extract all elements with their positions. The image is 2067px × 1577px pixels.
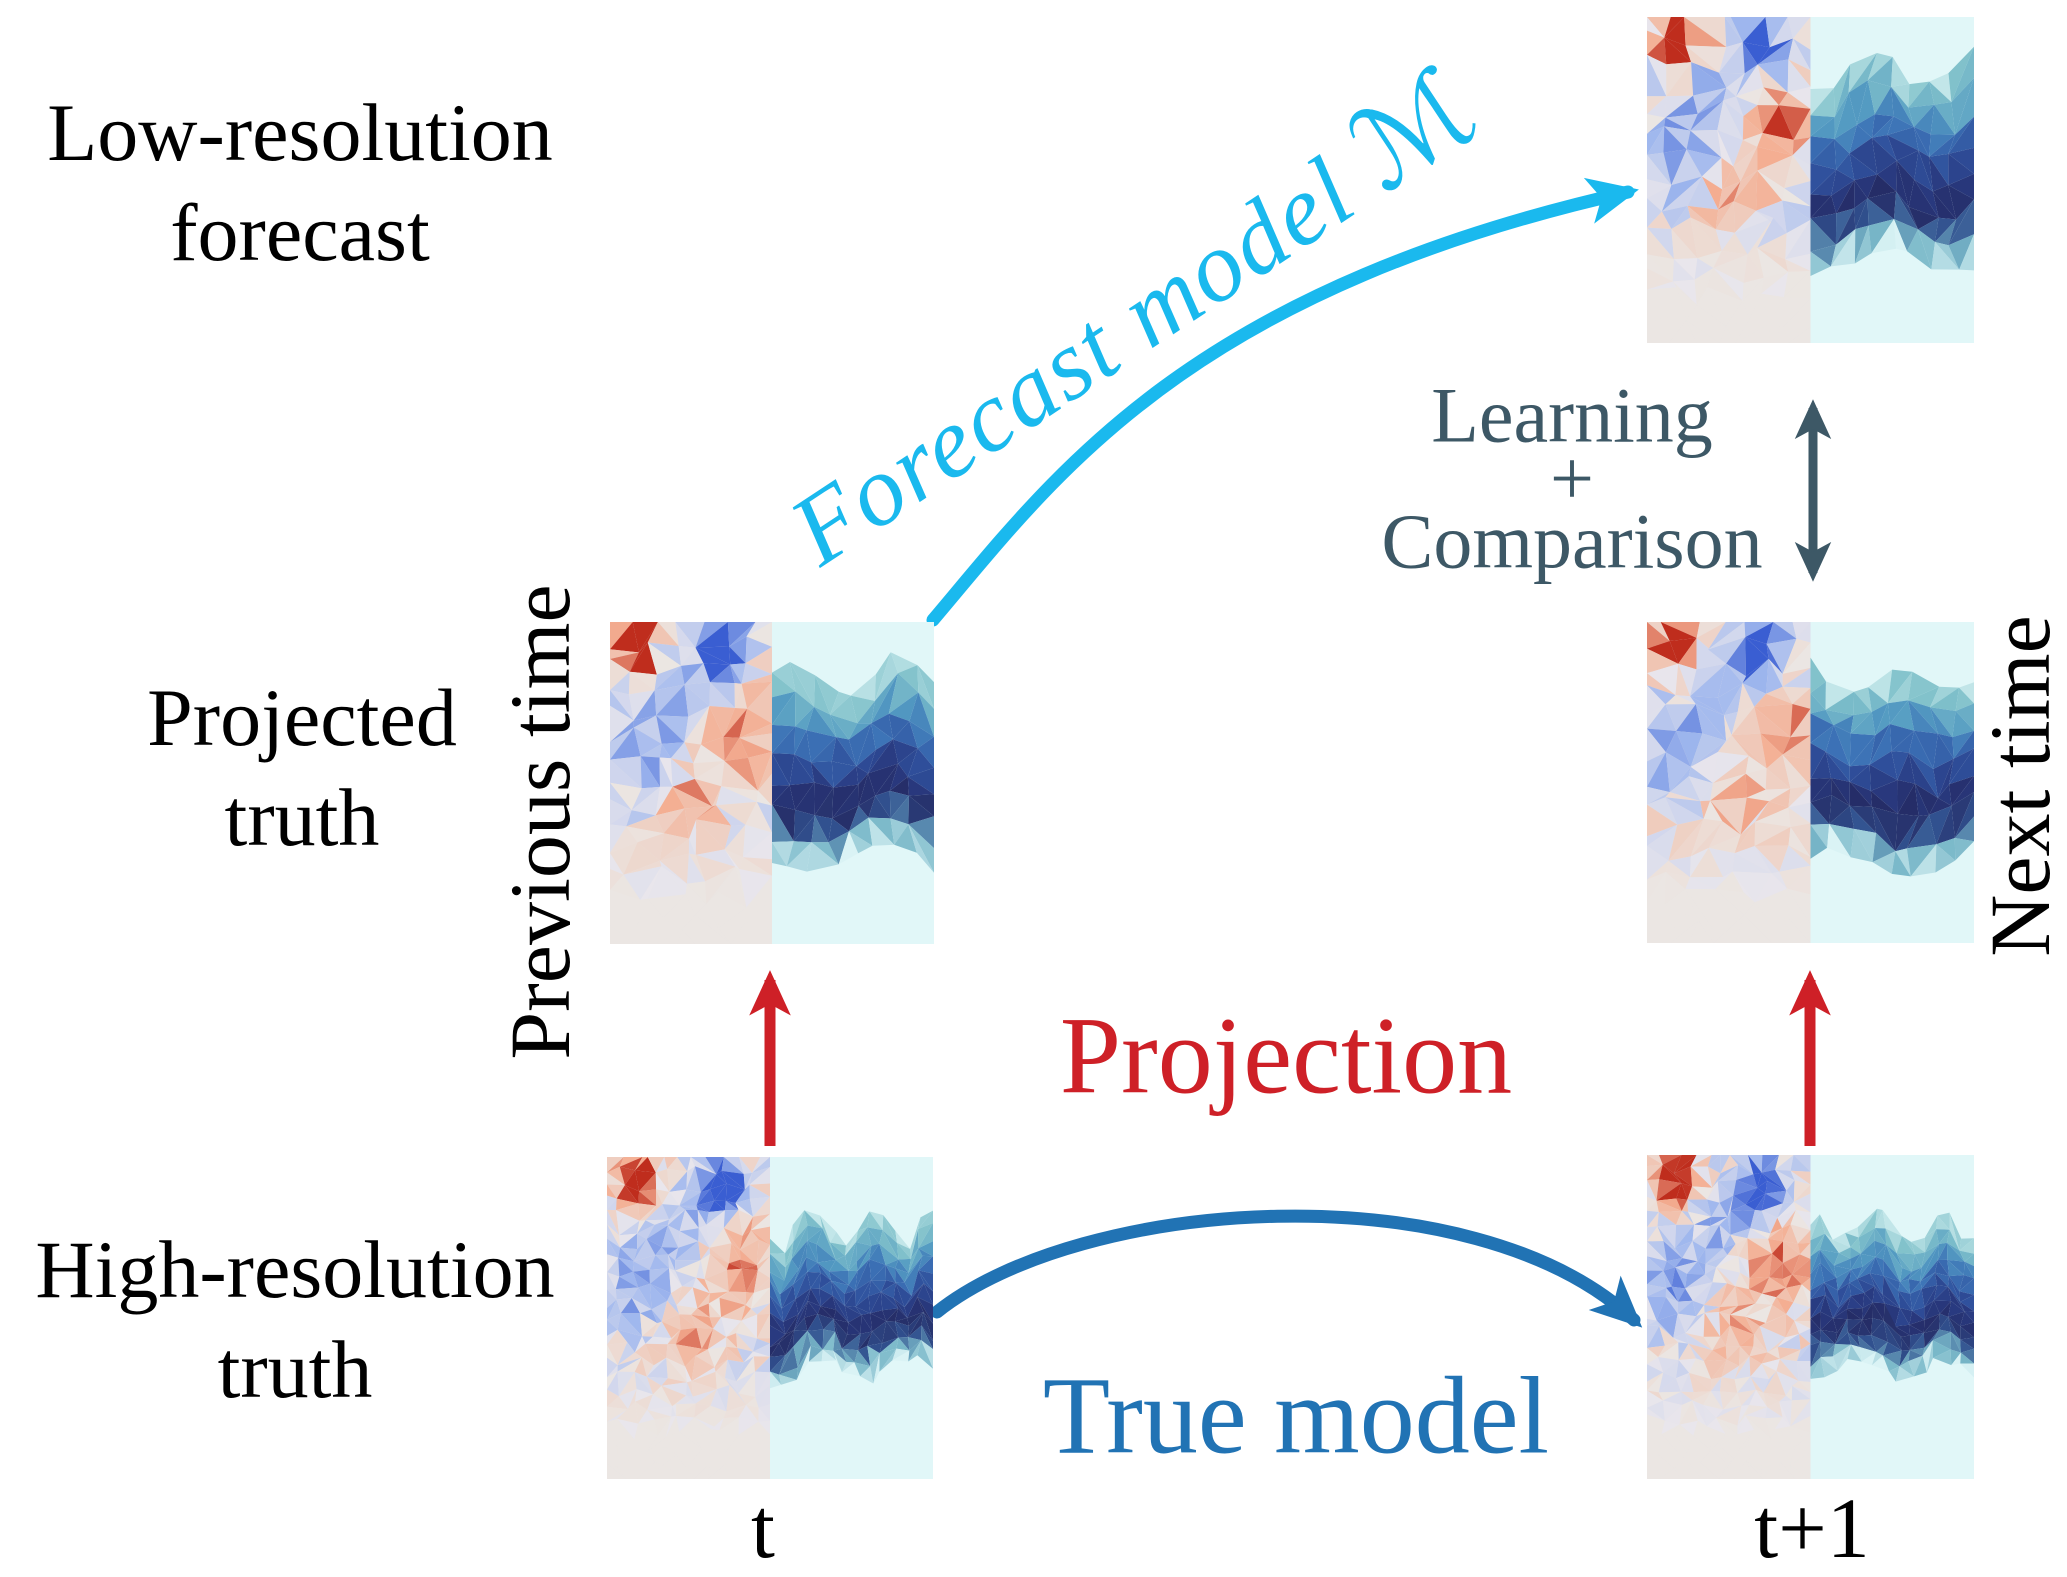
- label-previous-time: Previous time: [492, 584, 588, 1060]
- panel-low-resolution-forecast: [1647, 17, 1974, 343]
- forecast-model-symbol: ℳ: [1327, 41, 1501, 218]
- panel-high-resolution-truth-t: [607, 1157, 933, 1479]
- label-low-resolution-forecast: Low-resolution forecast: [47, 83, 553, 283]
- label-high-resolution-truth: High-resolution truth: [35, 1220, 554, 1420]
- panel-projected-truth-next-time: [1647, 622, 1974, 943]
- panel-high-resolution-truth-t-plus-1: [1647, 1155, 1974, 1479]
- annotation-learning-comparison: Learning + Comparison: [1381, 371, 1763, 585]
- true-model-arrow: [930, 1209, 1643, 1328]
- label-time-t-plus-1: t+1: [1754, 1480, 1870, 1576]
- label-line: High-resolution: [35, 1224, 555, 1315]
- label-line: truth: [217, 1324, 373, 1415]
- annotation-true-model: True model: [1042, 1354, 1550, 1477]
- label-time-t: t: [751, 1480, 775, 1576]
- label-line: forecast: [170, 187, 430, 278]
- forecast-model-text: Forecast model: [771, 135, 1374, 587]
- panel-projected-truth-previous-time: [610, 622, 934, 944]
- label-line: Low-resolution: [47, 87, 553, 178]
- label-line: truth: [224, 772, 380, 863]
- label-line: +: [1549, 434, 1594, 522]
- label-line: Projected: [147, 672, 457, 763]
- label-next-time: Next time: [1972, 615, 2067, 957]
- label-projected-truth: Projected truth: [147, 668, 457, 868]
- label-line: Comparison: [1381, 497, 1763, 585]
- annotation-projection: Projection: [1059, 994, 1513, 1117]
- label-line: Learning: [1431, 371, 1713, 459]
